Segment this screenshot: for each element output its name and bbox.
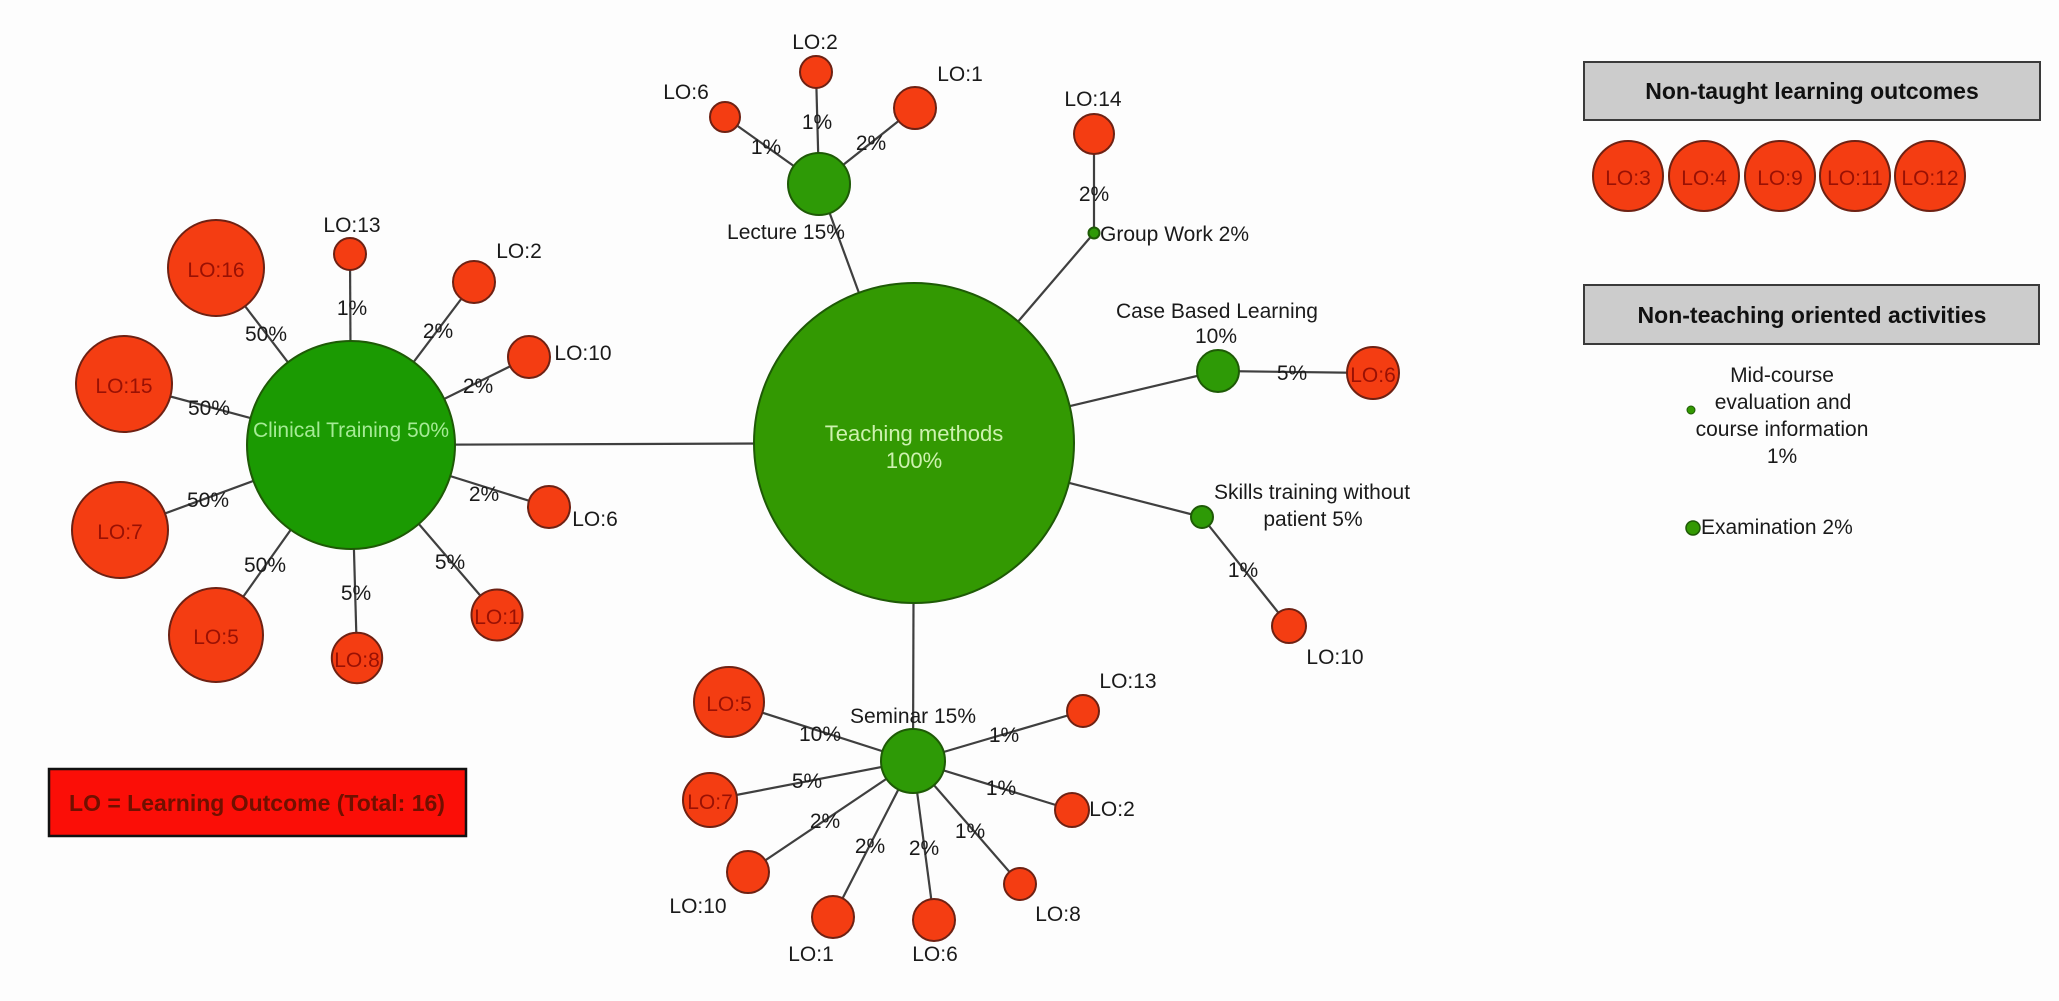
svg-text:2%: 2% bbox=[423, 320, 453, 343]
svg-text:LO:6: LO:6 bbox=[912, 943, 958, 966]
svg-text:LO:4: LO:4 bbox=[1681, 167, 1727, 190]
svg-text:1%: 1% bbox=[751, 136, 781, 159]
svg-text:LO:1: LO:1 bbox=[937, 63, 983, 86]
svg-text:1%: 1% bbox=[337, 297, 367, 320]
svg-text:LO:10: LO:10 bbox=[554, 342, 611, 365]
svg-text:LO:2: LO:2 bbox=[792, 31, 838, 54]
svg-text:LO:14: LO:14 bbox=[1064, 88, 1122, 111]
svg-text:LO:5: LO:5 bbox=[706, 693, 752, 716]
svg-text:1%: 1% bbox=[986, 777, 1016, 800]
svg-text:2%: 2% bbox=[463, 375, 493, 398]
svg-text:2%: 2% bbox=[855, 835, 885, 858]
svg-text:Seminar 15%: Seminar 15% bbox=[850, 705, 976, 728]
svg-text:LO:10: LO:10 bbox=[669, 895, 726, 918]
svg-text:LO:8: LO:8 bbox=[334, 649, 380, 672]
svg-text:LO:16: LO:16 bbox=[187, 259, 244, 282]
svg-text:5%: 5% bbox=[792, 770, 822, 793]
svg-text:50%: 50% bbox=[244, 554, 286, 577]
svg-text:5%: 5% bbox=[341, 582, 371, 605]
svg-text:Teaching methods: Teaching methods bbox=[825, 421, 1004, 446]
svg-text:LO:9: LO:9 bbox=[1757, 167, 1803, 190]
svg-text:evaluation and: evaluation and bbox=[1715, 391, 1852, 414]
svg-text:1%: 1% bbox=[1228, 559, 1258, 582]
svg-text:2%: 2% bbox=[469, 483, 499, 506]
svg-text:LO:8: LO:8 bbox=[1035, 903, 1081, 926]
svg-text:1%: 1% bbox=[989, 724, 1019, 747]
svg-text:2%: 2% bbox=[856, 132, 886, 155]
svg-text:LO:12: LO:12 bbox=[1901, 167, 1958, 190]
svg-text:Skills training without: Skills training without bbox=[1214, 481, 1410, 504]
svg-text:5%: 5% bbox=[435, 551, 465, 574]
svg-text:50%: 50% bbox=[188, 397, 230, 420]
svg-text:LO:6: LO:6 bbox=[1350, 364, 1396, 387]
svg-text:LO:1: LO:1 bbox=[474, 606, 520, 629]
svg-text:LO:13: LO:13 bbox=[1099, 670, 1156, 693]
svg-text:2%: 2% bbox=[810, 810, 840, 833]
svg-text:Group Work 2%: Group Work 2% bbox=[1100, 223, 1249, 246]
svg-text:patient 5%: patient 5% bbox=[1263, 508, 1362, 531]
svg-text:10%: 10% bbox=[1195, 325, 1237, 348]
svg-text:LO = Learning Outcome (Total:: LO = Learning Outcome (Total: 16) bbox=[69, 790, 445, 816]
svg-text:50%: 50% bbox=[187, 489, 229, 512]
svg-text:LO:10: LO:10 bbox=[1306, 646, 1363, 669]
svg-text:LO:1: LO:1 bbox=[788, 943, 834, 966]
svg-text:10%: 10% bbox=[799, 723, 841, 746]
svg-text:LO:7: LO:7 bbox=[687, 791, 733, 814]
svg-text:50%: 50% bbox=[245, 323, 287, 346]
svg-text:LO:2: LO:2 bbox=[1089, 798, 1135, 821]
svg-text:Mid-course: Mid-course bbox=[1730, 364, 1834, 387]
svg-text:2%: 2% bbox=[909, 837, 939, 860]
svg-text:LO:3: LO:3 bbox=[1605, 167, 1651, 190]
svg-text:2%: 2% bbox=[1079, 183, 1109, 206]
svg-text:LO:5: LO:5 bbox=[193, 626, 239, 649]
svg-text:Lecture 15%: Lecture 15% bbox=[727, 221, 845, 244]
svg-text:1%: 1% bbox=[802, 111, 832, 134]
svg-text:5%: 5% bbox=[1277, 362, 1307, 385]
svg-text:Case Based Learning: Case Based Learning bbox=[1116, 300, 1318, 323]
svg-text:LO:11: LO:11 bbox=[1827, 167, 1883, 190]
svg-text:LO:13: LO:13 bbox=[323, 214, 380, 237]
svg-text:course information: course information bbox=[1696, 418, 1869, 441]
svg-text:LO:6: LO:6 bbox=[572, 508, 618, 531]
svg-text:Examination 2%: Examination 2% bbox=[1701, 516, 1853, 539]
svg-text:LO:2: LO:2 bbox=[496, 240, 542, 263]
svg-text:1%: 1% bbox=[955, 820, 985, 843]
svg-text:Non-taught learning outcomes: Non-taught learning outcomes bbox=[1645, 78, 1979, 104]
svg-text:Clinical Training 50%: Clinical Training 50% bbox=[253, 419, 449, 442]
svg-text:100%: 100% bbox=[886, 448, 942, 473]
svg-text:Non-teaching oriented activiti: Non-teaching oriented activities bbox=[1638, 302, 1987, 328]
svg-text:LO:6: LO:6 bbox=[663, 81, 709, 104]
svg-text:1%: 1% bbox=[1767, 445, 1797, 468]
svg-text:LO:7: LO:7 bbox=[97, 521, 143, 544]
svg-text:LO:15: LO:15 bbox=[95, 375, 152, 398]
